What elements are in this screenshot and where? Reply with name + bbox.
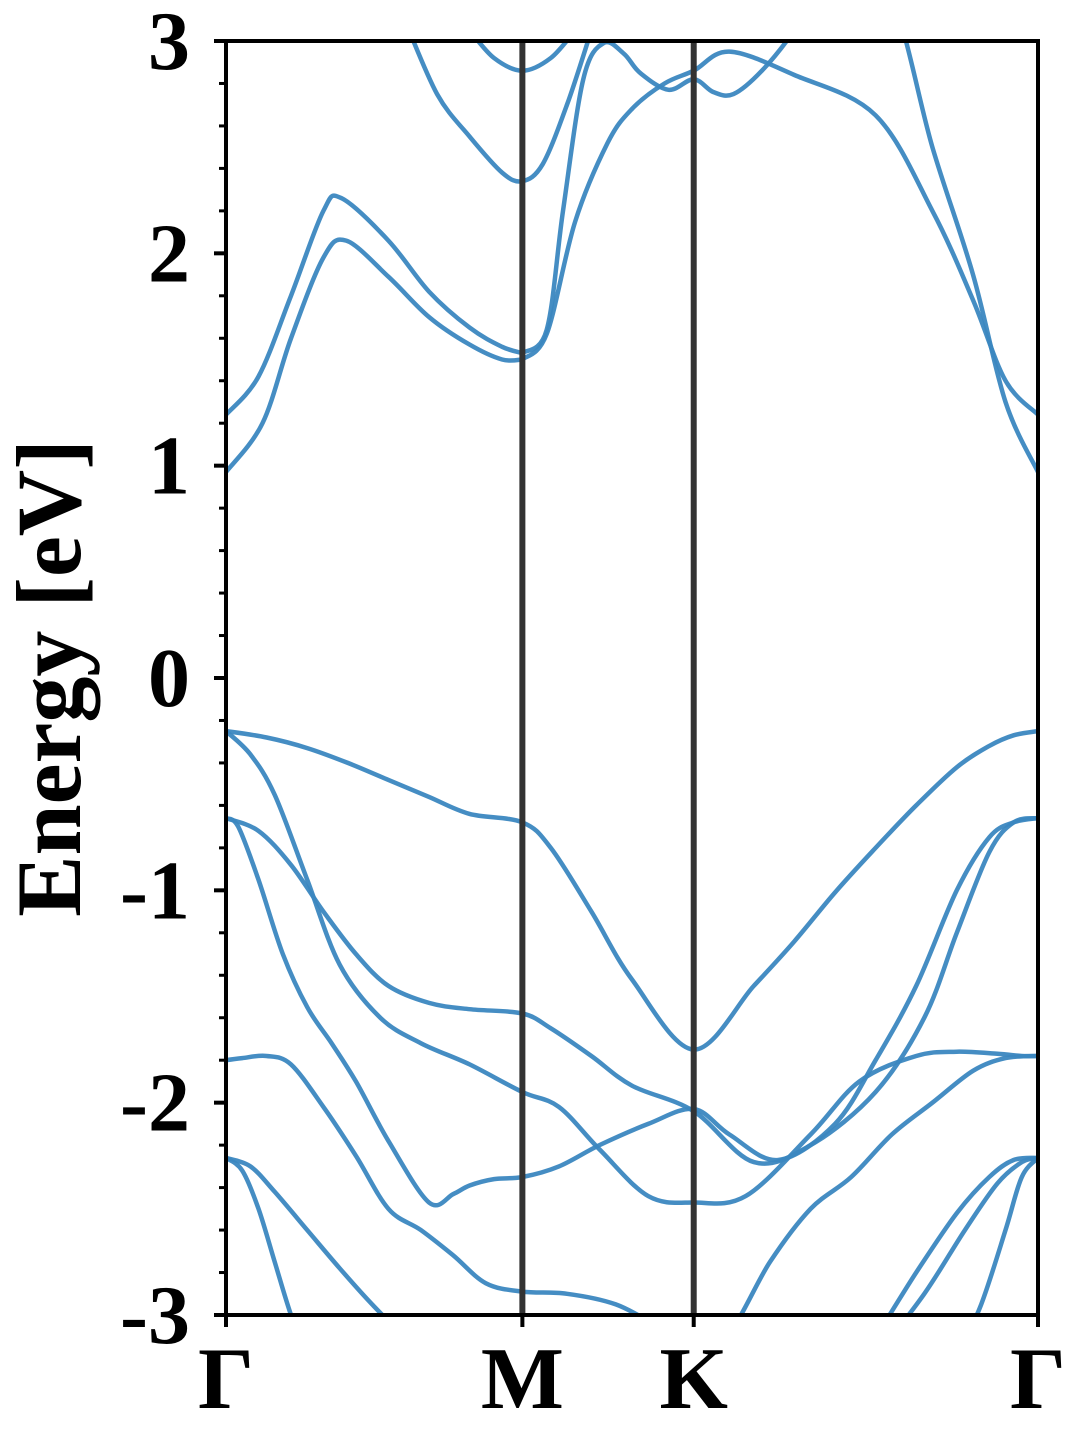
band-line-10 [226, 815, 1038, 1208]
y-tick-label: -1 [120, 844, 190, 937]
band-line-13 [226, 1155, 294, 1315]
y-tick-label: 2 [148, 207, 190, 300]
band-line-7 [226, 728, 1038, 1052]
band-line-1 [226, 237, 525, 475]
x-tick-label-M: M [481, 1331, 564, 1428]
y-axis-ticks: 3 2 1 0 -1 -2 -3 [120, 0, 226, 1362]
plot-frame [224, 39, 1040, 1317]
y-tick-label: -3 [120, 1269, 190, 1362]
band-line-14 [905, 1155, 1038, 1315]
high-symmetry-lines [519, 41, 697, 1315]
x-tick-label-Γ: Γ [1010, 1331, 1066, 1428]
band-line-3 [520, 49, 1038, 417]
band-line-5 [410, 41, 591, 184]
y-tick-label: 1 [148, 420, 190, 513]
y-tick-label: 0 [148, 632, 190, 725]
band-line-4 [520, 41, 1038, 475]
band-line-11 [226, 1053, 1038, 1315]
x-tick-label-K: K [659, 1331, 727, 1428]
band-line-16 [974, 1155, 1038, 1315]
band-lines [226, 41, 1038, 1315]
y-tick-label: -2 [120, 1057, 190, 1150]
y-axis-label: Energy [eV] [0, 439, 100, 917]
band-line-12 [226, 1155, 386, 1315]
band-line-9 [226, 815, 1038, 1166]
x-tick-label-Γ: Γ [198, 1331, 254, 1428]
y-tick-label: 3 [148, 0, 190, 88]
band-line-2 [226, 193, 525, 417]
band-line-15 [886, 1155, 1038, 1315]
